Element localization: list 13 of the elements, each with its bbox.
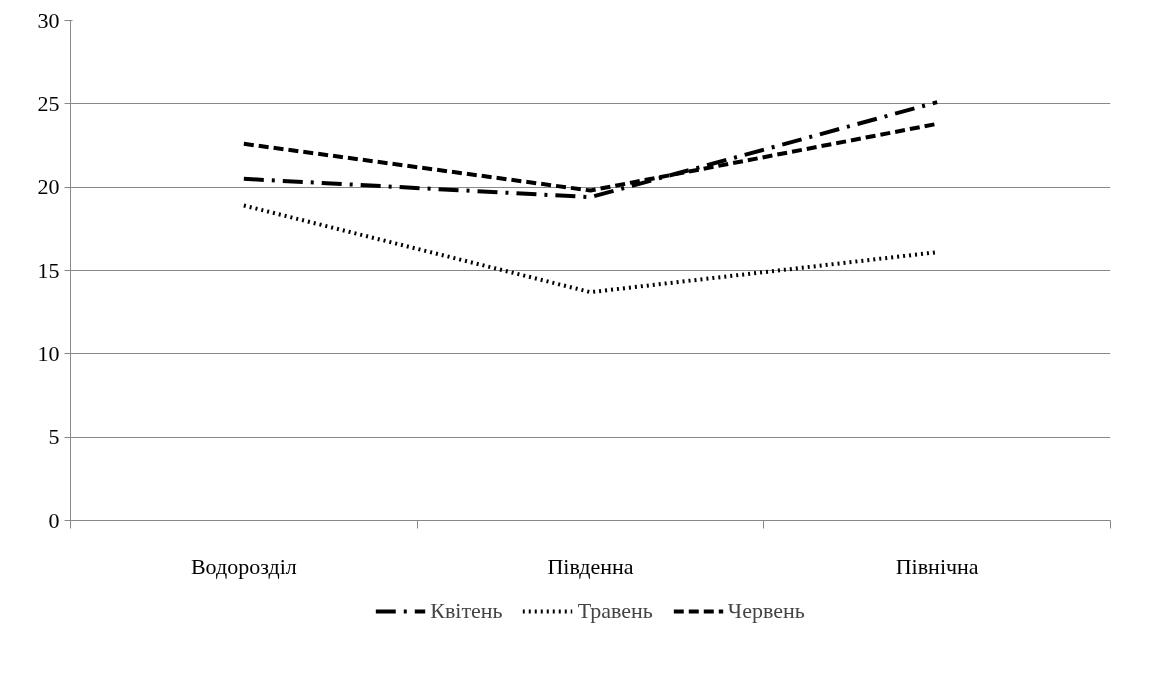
x-tick-label: Водорозділ bbox=[190, 553, 297, 579]
y-tick-label: 0 bbox=[48, 507, 60, 533]
x-tick-label: Північна bbox=[895, 553, 979, 579]
y-tick-label: 15 bbox=[37, 257, 60, 283]
legend-label: Травень bbox=[577, 598, 653, 624]
y-tick-label: 25 bbox=[37, 90, 60, 116]
legend-label: Червень bbox=[727, 598, 805, 624]
x-tick-label: Південна bbox=[547, 553, 634, 579]
legend-label: Квітень bbox=[430, 598, 503, 624]
y-tick-label: 5 bbox=[48, 424, 60, 450]
y-tick-label: 10 bbox=[37, 340, 60, 366]
y-tick-label: 30 bbox=[37, 7, 60, 33]
y-tick-label: 20 bbox=[37, 174, 60, 200]
